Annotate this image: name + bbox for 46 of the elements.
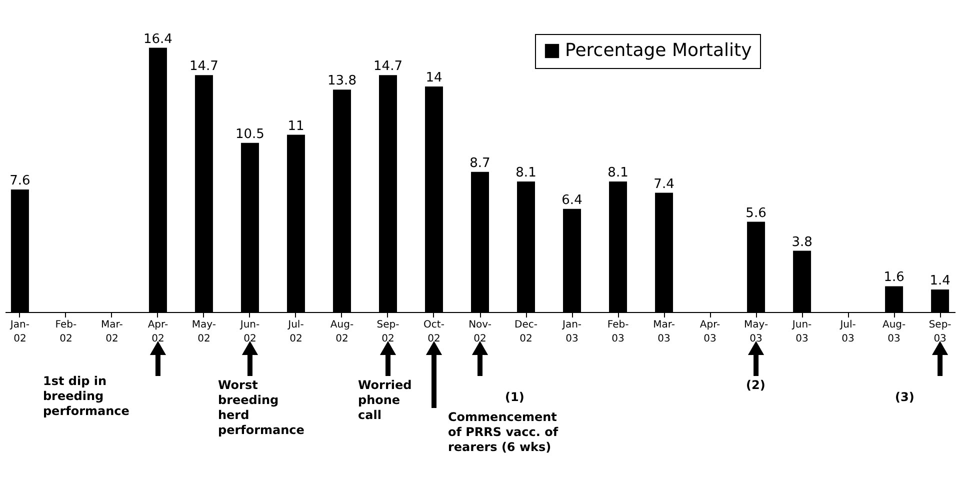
x-tick-label: Jan-02: [9, 320, 30, 344]
data-label: 14.7: [374, 59, 402, 74]
x-tick-label: May-03: [744, 320, 768, 344]
data-label: 6.4: [562, 192, 582, 208]
text: 1st dip in breeding performance: [42, 374, 130, 418]
text: (3): [895, 390, 914, 404]
x-tick-label: Jun-03: [791, 320, 812, 344]
x-tick-label: Feb-02: [55, 320, 77, 344]
data-label: 8.1: [608, 166, 628, 180]
x-tick-label: Jul-03: [839, 320, 856, 344]
x-tick-label: Aug-03: [882, 320, 906, 344]
x-tick-label: Oct-02: [424, 320, 445, 344]
data-label: 8.1: [516, 166, 536, 180]
x-tick-label: Apr-02: [148, 320, 168, 344]
x-tick-label: Jan-03: [561, 320, 582, 344]
data-label: 7.4: [654, 176, 674, 192]
x-tick-label: Aug-02: [330, 320, 354, 344]
text: Commencement of PRRS vacc. of rearers (6 wks): [448, 410, 559, 454]
text: (2): [746, 378, 766, 392]
data-label: 11: [288, 118, 304, 134]
data-label: 14.7: [189, 59, 218, 74]
text: Worst breeding herd performance: [218, 378, 304, 437]
x-tick-label: Nov-02: [468, 320, 492, 344]
data-label: 1.6: [884, 270, 904, 286]
data-label: 5.6: [746, 206, 766, 221]
x-tick-label: Jun-02: [239, 320, 260, 344]
x-tick-label: Dec-02: [514, 320, 538, 344]
data-label: 14: [426, 70, 442, 86]
data-label: 1.4: [930, 273, 950, 288]
data-label: 8.7: [470, 156, 490, 171]
text: Worried phone call: [358, 378, 412, 422]
legend-label: Percentage Mortality: [565, 40, 752, 61]
data-label: 16.4: [143, 32, 172, 47]
x-tick-label: Sep-02: [376, 320, 400, 344]
x-tick-label: Jul-02: [287, 320, 304, 344]
data-label: 3.8: [792, 234, 812, 250]
x-tick-label: Mar-03: [653, 320, 676, 344]
x-tick-label: Mar-02: [101, 320, 124, 344]
x-tick-label: Sep-03: [928, 320, 952, 344]
text: (1): [505, 390, 524, 404]
data-label: 7.6: [10, 174, 30, 189]
x-tick-label: May-02: [192, 320, 216, 344]
x-tick-label: Feb-03: [607, 320, 630, 344]
data-label: 13.8: [328, 74, 356, 89]
data-label: 10.5: [236, 126, 264, 142]
x-tick-label: Apr-03: [700, 320, 721, 344]
